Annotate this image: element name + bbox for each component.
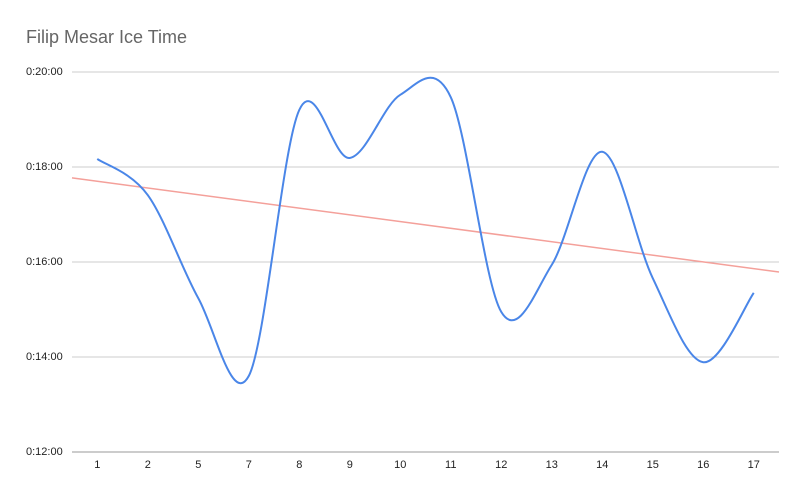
x-tick-label: 17: [748, 459, 760, 471]
y-tick-label: 0:16:00: [26, 256, 63, 268]
x-tick-label: 11: [445, 459, 456, 471]
x-tick-label: 13: [546, 459, 558, 471]
x-tick-label: 16: [697, 459, 709, 471]
x-tick-label: 7: [246, 459, 252, 471]
x-tick-label: 14: [596, 459, 608, 471]
x-tick-label: 5: [195, 459, 201, 471]
trendline: [71, 177, 780, 273]
x-tick-label: 2: [145, 459, 151, 471]
x-tick-label: 8: [296, 459, 302, 471]
chart-title: Filip Mesar Ice Time: [26, 27, 187, 47]
y-tick-label: 0:20:00: [26, 66, 63, 78]
x-tick-label: 1: [94, 459, 100, 471]
x-tick-label: 15: [647, 459, 659, 471]
x-tick-label: 12: [495, 459, 507, 471]
y-tick-label: 0:18:00: [26, 161, 63, 173]
x-tick-label: 10: [394, 459, 406, 471]
data-line: [96, 76, 755, 385]
y-tick-label: 0:14:00: [26, 351, 63, 363]
y-tick-label: 0:12:00: [26, 446, 63, 458]
x-tick-label: 9: [347, 459, 353, 471]
